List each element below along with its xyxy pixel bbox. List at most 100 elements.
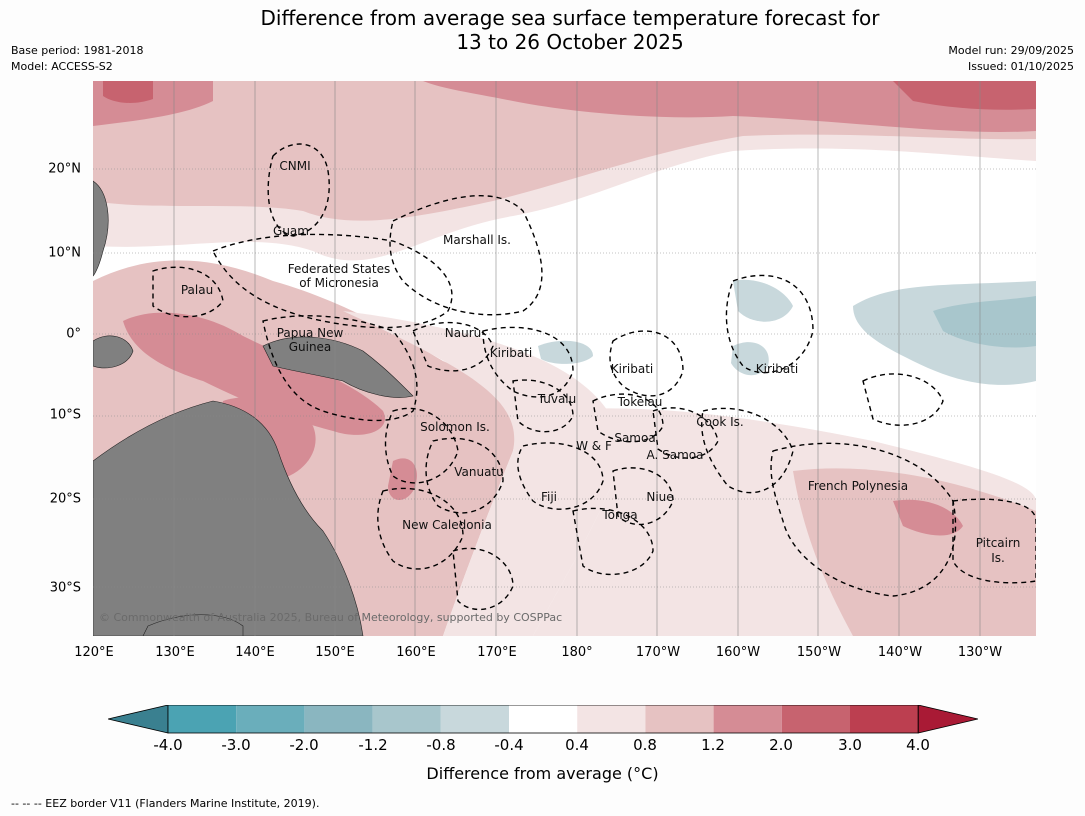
colorbar-label: 4.0 — [906, 736, 930, 754]
anomaly-cool-phoenix — [538, 340, 593, 364]
eez-borders — [152, 143, 1036, 611]
label-tokelau: Tokelau — [617, 395, 663, 409]
x-tick-130e: 130°E — [155, 645, 195, 660]
x-tick-180: 180° — [561, 645, 593, 660]
colorbar-arrow-high — [917, 705, 978, 734]
title-line-2: 13 to 26 October 2025 — [456, 30, 684, 54]
colorbar-swatch — [509, 705, 578, 733]
colorbar-swatch — [713, 705, 782, 733]
label-png-line1: Papua New — [276, 326, 344, 340]
label-cook-is: Cook Is. — [696, 415, 744, 429]
label-tuvalu: Tuvalu — [537, 392, 577, 406]
x-tick-170w: 170°W — [635, 645, 681, 660]
x-tick-170e: 170°E — [477, 645, 517, 660]
model-name: Model: ACCESS-S2 — [11, 60, 113, 73]
colorbar-label: -0.4 — [494, 736, 524, 754]
colorbar-swatch — [372, 705, 441, 733]
land-new-zealand — [142, 614, 244, 636]
anomaly-cool-kiribati — [731, 342, 769, 376]
land-maritime-se-asia — [93, 335, 134, 369]
colorbar-label: 1.2 — [701, 736, 725, 754]
colorbar-label: 2.0 — [769, 736, 793, 754]
land-new-guinea — [262, 336, 414, 398]
model-run: Model run: 29/09/2025 — [948, 44, 1074, 57]
colorbar — [108, 705, 978, 734]
colorbar-label: -2.0 — [289, 736, 319, 754]
label-fiji: Fiji — [540, 490, 558, 504]
label-fsm-line1: Federated States — [287, 262, 391, 276]
anomaly-patch-north-warm2 — [893, 81, 1036, 110]
eez-footnote: -- -- -- EEZ border V11 (Flanders Marine… — [11, 797, 320, 810]
meta-right: Model run: 29/09/2025 Issued: 01/10/2025 — [948, 43, 1074, 75]
anomaly-patch-south-east — [793, 468, 1036, 636]
anomaly-band-equator-mid — [343, 311, 621, 636]
label-niue: Niue — [646, 490, 674, 504]
gridlines — [93, 81, 1036, 636]
label-new-caledonia: New Caledonia — [402, 518, 492, 532]
label-samoa: Samoa — [614, 431, 656, 445]
anomaly-patch-vanuatu-warm — [388, 458, 417, 501]
label-wallis-futuna: W & F — [576, 439, 612, 453]
x-tick-150w: 150°W — [796, 645, 842, 660]
anomaly-patch-fp-warm — [893, 499, 963, 536]
label-guam: Guam — [273, 224, 309, 238]
label-kiribati-east: Kiribati — [755, 362, 799, 376]
meta-left: Base period: 1981-2018 Model: ACCESS-S2 — [11, 43, 143, 75]
title-line-1: Difference from average sea surface temp… — [260, 6, 880, 30]
label-vanuatu: Vanuatu — [454, 465, 504, 479]
y-tick-20n: 20°N — [48, 161, 81, 177]
map-panel: CNMI Guam Marshall Is. Federated States … — [93, 81, 1036, 636]
y-tick-30s: 30°S — [49, 580, 81, 596]
label-american-samoa: A. Samoa — [646, 448, 704, 462]
y-tick-10n: 10°N — [48, 245, 81, 261]
colorbar-title: Difference from average (°C) — [426, 764, 659, 783]
x-tick-140e: 140°E — [235, 645, 275, 660]
label-palau: Palau — [180, 283, 214, 297]
colorbar-label: 3.0 — [838, 736, 862, 754]
colorbar-swatch — [781, 705, 850, 733]
x-tick-130w: 130°W — [957, 645, 1003, 660]
label-pitcairn-line1: Pitcairn — [975, 536, 1021, 550]
colorbar-swatch — [440, 705, 509, 733]
x-tick-160w: 160°W — [715, 645, 761, 660]
colorbar-swatch — [168, 705, 237, 733]
label-tonga: Tonga — [602, 508, 638, 522]
x-tick-150e: 150°E — [315, 645, 355, 660]
colorbar-frame — [167, 705, 919, 734]
label-cnmi: CNMI — [279, 159, 311, 173]
base-period: Base period: 1981-2018 — [11, 44, 144, 57]
colorbar-swatch — [236, 705, 305, 733]
colorbar-label: -4.0 — [153, 736, 183, 754]
colorbar-label: 0.4 — [565, 736, 589, 754]
colorbar-label: -0.8 — [426, 736, 456, 754]
label-solomon-is: Solomon Is. — [420, 420, 490, 434]
copyright-notice: © Commonwealth of Australia 2025, Bureau… — [99, 611, 563, 624]
label-french-polynesia: French Polynesia — [807, 479, 909, 493]
colorbar-label: -1.2 — [358, 736, 388, 754]
colorbar-swatch — [577, 705, 646, 733]
label-png-line2: Guinea — [288, 340, 332, 354]
y-tick-20s: 20°S — [49, 491, 81, 507]
map-canvas — [93, 81, 1036, 636]
anomaly-patch-png-warm — [123, 312, 385, 435]
land-philippines — [93, 180, 109, 277]
anomaly-band-north-warm — [423, 81, 1036, 133]
x-tick-160e: 160°E — [396, 645, 436, 660]
colorbar-swatch — [304, 705, 373, 733]
issued-date: Issued: 01/10/2025 — [967, 60, 1074, 73]
colorbar-swatch — [645, 705, 714, 733]
label-pitcairn-line2: Is. — [991, 551, 1005, 565]
chart-title: Difference from average sea surface temp… — [0, 6, 1085, 54]
label-kiribati-west: Kiribati — [489, 346, 533, 360]
colorbar-arrow-low — [108, 705, 169, 734]
colorbar-label: -3.0 — [221, 736, 251, 754]
x-tick-140w: 140°W — [877, 645, 923, 660]
anomaly-cool-line-islands — [733, 279, 793, 322]
label-kiribati-central: Kiribati — [610, 362, 654, 376]
label-marshall-is: Marshall Is. — [443, 233, 511, 247]
land-australia — [93, 400, 364, 636]
y-tick-0: 0° — [66, 326, 81, 342]
anomaly-patch-nw-hot — [103, 81, 153, 103]
label-fsm-line2: of Micronesia — [299, 276, 379, 290]
y-tick-10s: 10°S — [49, 407, 81, 423]
